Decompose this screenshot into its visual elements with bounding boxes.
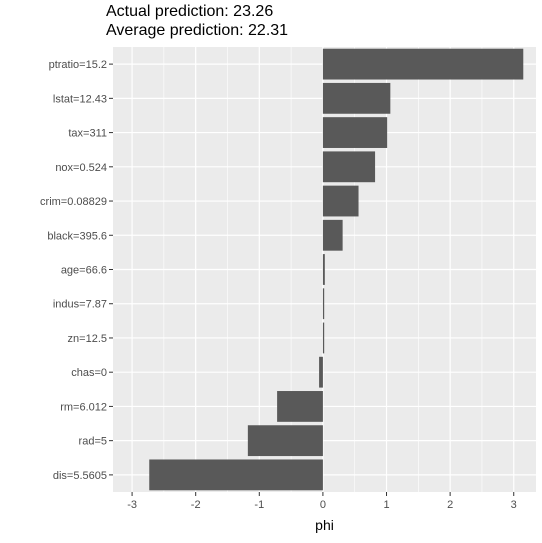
y-tick-label: chas=0 [71,367,107,379]
y-tick-label: age=66.6 [61,265,107,277]
bar [247,425,323,457]
y-tick-label: nox=0.524 [55,162,107,174]
bars [149,48,524,491]
x-tick-label: -2 [191,499,201,511]
y-tick-label: ptratio=15.2 [49,59,107,71]
y-tick-label: lstat=12.43 [53,93,107,105]
bar [322,322,325,354]
bar [149,459,323,491]
x-tick-label: -3 [127,499,137,511]
x-tick-label: 0 [320,499,326,511]
x-tick-label: -1 [254,499,264,511]
bar [322,48,524,80]
x-tick-label: 2 [447,499,453,511]
bar [319,356,323,388]
actual-prediction-title: Actual prediction: 23.26 [106,3,274,20]
bar [277,391,323,422]
x-axis-title: phi [315,517,334,533]
bar [322,151,376,183]
x-axis-ticks: -3 -2 -1 0 1 2 3 [127,492,517,511]
bar [322,219,343,251]
y-tick-label: rm=6.012 [60,401,107,413]
bar [322,288,325,320]
y-tick-label: zn=12.5 [68,333,107,345]
y-axis-ticks: ptratio=15.2 lstat=12.43 tax=311 nox=0.524 c… [40,59,113,482]
bar [322,185,359,217]
y-tick-label: tax=311 [68,128,107,140]
bar [322,254,325,285]
average-prediction-title: Average prediction: 22.31 [106,22,289,39]
y-tick-label: indus=7.87 [53,299,107,311]
y-tick-label: black=395.6 [47,230,107,242]
y-tick-label: rad=5 [79,436,107,448]
y-tick-label: dis=5.5605 [53,470,107,482]
bar [322,117,388,148]
x-tick-label: 3 [511,499,517,511]
y-tick-label: crim=0.08829 [40,196,107,208]
bar [322,82,391,114]
x-tick-label: 1 [383,499,389,511]
